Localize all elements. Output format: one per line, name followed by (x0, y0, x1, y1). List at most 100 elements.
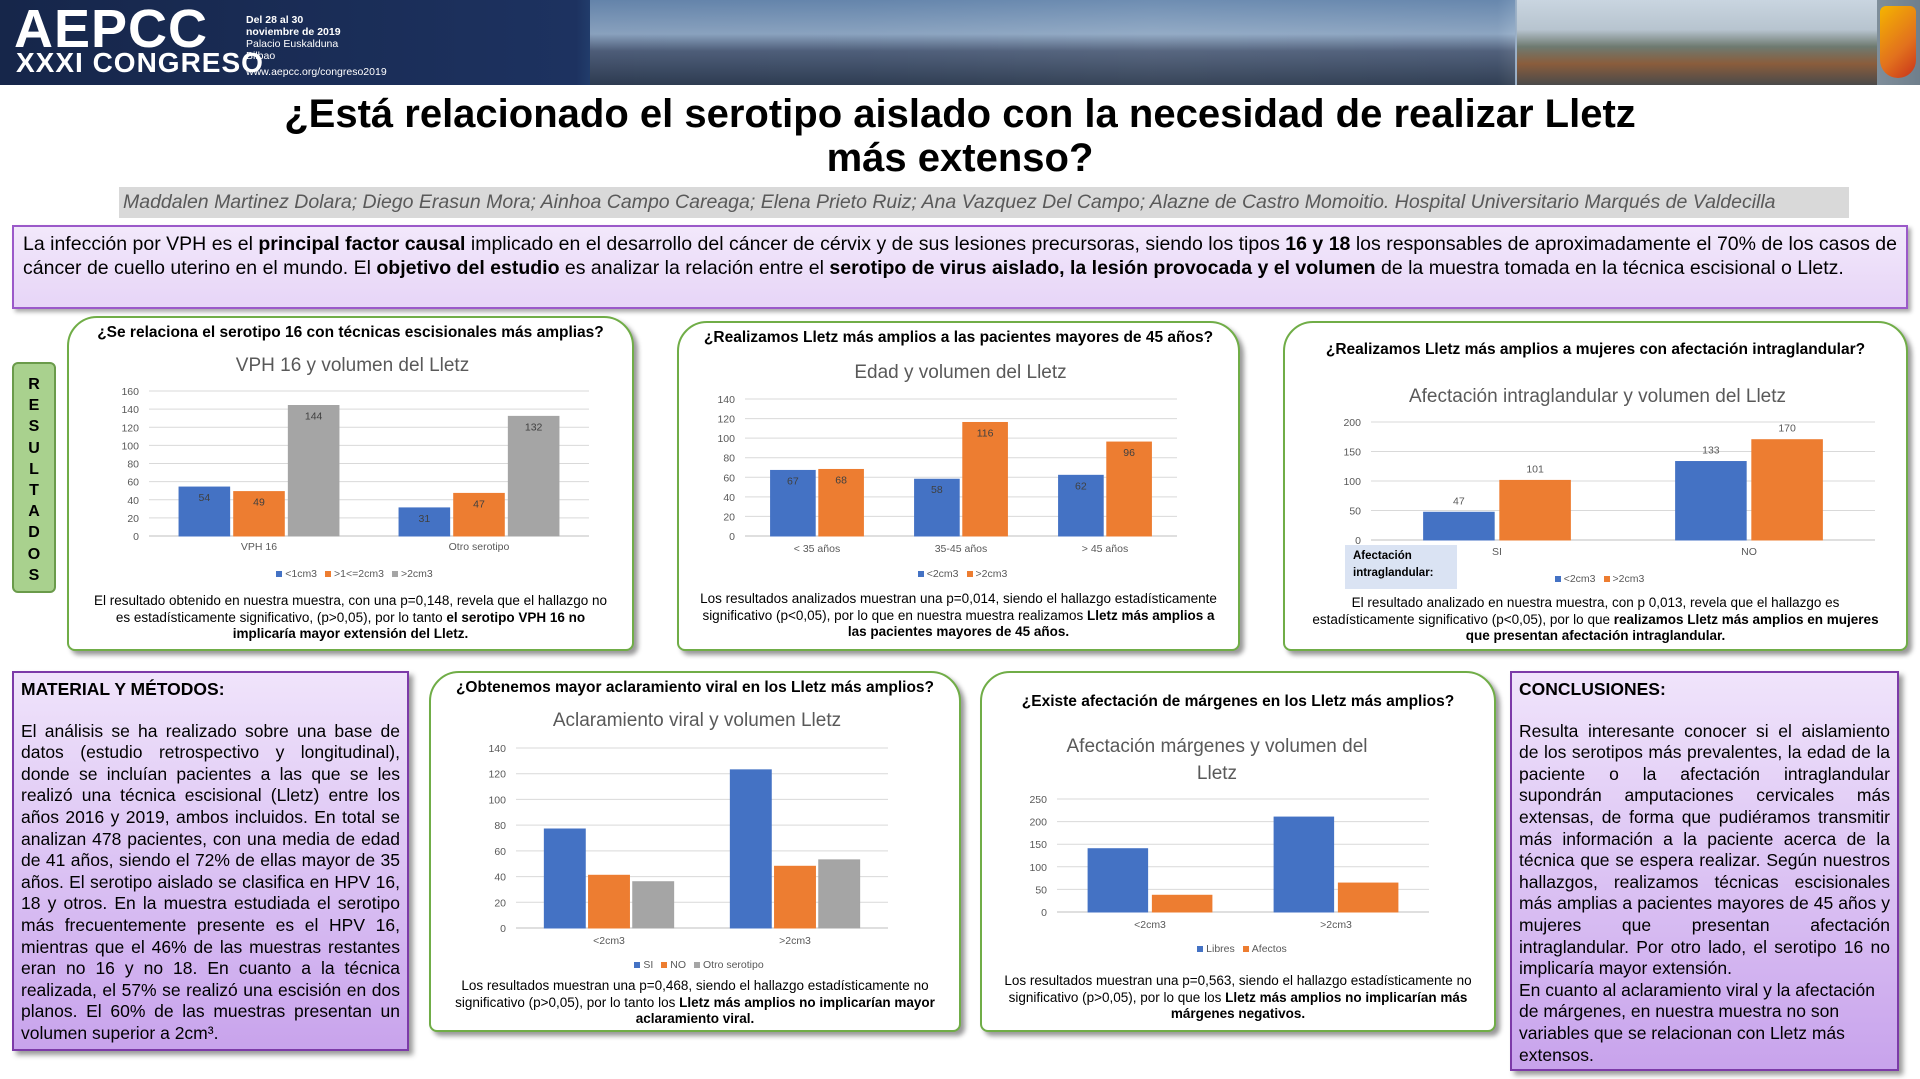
legend-swatch (1554, 576, 1561, 582)
bar (1423, 511, 1495, 541)
text-run: La infección por VPH es el (23, 233, 259, 255)
text-run: de la muestra tomada en la técnica escis… (1375, 257, 1844, 279)
y-tick-label: 100 (1343, 476, 1361, 488)
conclusions-box: CONCLUSIONES: Resulta interesante conoce… (1510, 671, 1899, 1071)
bar (543, 828, 586, 929)
congress-dates: Del 28 al 30 (246, 14, 304, 26)
data-label: 31 (419, 513, 431, 525)
bar (632, 881, 675, 929)
data-label: 67 (787, 475, 799, 487)
y-tick-label: 80 (494, 820, 506, 832)
x-tick-label: <2cm3 (593, 935, 625, 947)
chart: 0 20 40 60 80 100 120 140 < 35 años 67 68 35-45 año… (717, 394, 1177, 555)
bar (1087, 848, 1149, 913)
legend-label: >2cm3 (975, 568, 1008, 580)
y-tick-label: 20 (723, 511, 735, 523)
bar (398, 507, 451, 537)
y-tick-label: 200 (1029, 817, 1047, 829)
chart-panel: ¿Realizamos Lletz más amplios a las paci… (677, 321, 1240, 651)
chart-question: ¿Realizamos Lletz más amplios a las paci… (703, 329, 1214, 346)
results-label: RESULTADOS (27, 376, 41, 584)
congress-city: Bilbao (246, 50, 276, 62)
bold-text: principal factor causal (258, 233, 466, 255)
legend-swatch (1197, 946, 1204, 952)
legend-swatch (917, 571, 924, 577)
legend-label: Afectos (1251, 943, 1287, 955)
bar (1337, 882, 1399, 913)
congress-edition: XXXI CONGRESO (16, 47, 264, 78)
y-tick-label: 140 (717, 394, 735, 406)
data-label: 47 (473, 498, 485, 510)
legend-label: <1cm3 (285, 568, 318, 580)
y-tick-label: 160 (121, 386, 139, 398)
chart-panel: ¿Obtenemos mayor aclaramiento viral en l… (429, 671, 961, 1032)
y-tick-label: 0 (729, 531, 735, 543)
y-tick-label: 140 (488, 743, 506, 755)
legend-swatch (966, 571, 973, 577)
bold-text: serotipo de virus aislado, la lesión pro… (829, 257, 1376, 279)
chart-finding: Los resultados muestran una p=0,468, sie… (451, 978, 939, 1028)
y-tick-label: 80 (723, 453, 735, 465)
bar (453, 492, 505, 537)
congress-venue: Palacio Euskalduna (246, 38, 339, 50)
chart-finding: El resultado obtenido en nuestra muestra… (89, 593, 612, 643)
data-label: 96 (1123, 447, 1135, 459)
legend-label: NO (670, 959, 686, 971)
data-label: 62 (1075, 480, 1087, 492)
text-run: es analizar la relación entre el (559, 257, 830, 279)
legend-swatch (325, 571, 332, 577)
authors: Maddalen Martinez Dolara; Diego Erasun M… (119, 187, 1849, 218)
y-tick-label: 60 (723, 472, 735, 484)
y-tick-label: 60 (494, 846, 506, 858)
bar (770, 469, 816, 537)
text-run: Los resultados muestran una p=0,468, sie… (455, 978, 929, 1010)
x-tick-label: Otro serotipo (449, 541, 510, 553)
y-tick-label: 20 (494, 897, 506, 909)
text-run: Los resultados muestran una p=0,563, sie… (1004, 973, 1472, 1005)
chart-annotation: Afectación intraglandular: (1345, 545, 1457, 589)
conclusions-text: En cuanto al aclaramiento viral y la afe… (1519, 979, 1876, 1065)
data-label: 116 (977, 427, 994, 439)
y-tick-label: 150 (1029, 839, 1047, 851)
text-run: implicado en el desarrollo del cáncer de… (465, 233, 1286, 255)
bold-text: Lletz más amplios no implicarían más már… (1170, 989, 1468, 1022)
bold-text: Lletz más amplios a las pacientes mayore… (847, 607, 1215, 640)
y-tick-label: 100 (121, 440, 139, 452)
bar (1273, 816, 1335, 913)
data-label: 47 (1453, 495, 1465, 507)
chart: 0 20 40 60 80 100 120 140 <2cm3 >2cm3 (488, 743, 888, 947)
data-label: 144 (305, 411, 323, 423)
chart-title: Afectación márgenes y volumen del Lletz (1066, 736, 1368, 784)
chart-finding: El resultado analizado en nuestra muestr… (1305, 595, 1886, 645)
legend-swatch (634, 962, 641, 968)
x-tick-label: > 45 años (1082, 543, 1128, 555)
bar (914, 478, 960, 537)
legend-swatch (693, 962, 700, 968)
bar (588, 874, 630, 929)
header-photo (590, 0, 1515, 85)
header-banner: AEPCC XXXI CONGRESO Del 28 al 30 noviemb… (0, 0, 1920, 85)
bar (287, 405, 340, 537)
bar (1058, 474, 1104, 537)
chart-question: ¿Se relaciona el serotipo 16 con técnica… (97, 324, 604, 341)
y-tick-label: 40 (723, 492, 735, 504)
data-label: 58 (931, 484, 943, 496)
y-tick-label: 40 (127, 495, 139, 507)
bar (507, 415, 560, 537)
header-photo (1517, 0, 1877, 85)
bar (1499, 479, 1571, 541)
y-tick-label: 20 (127, 513, 139, 525)
y-tick-label: 140 (121, 404, 139, 416)
congress-logo: AEPCC (14, 0, 209, 59)
header-emblem (1880, 6, 1916, 78)
legend-swatch (1242, 946, 1249, 952)
bar (178, 486, 231, 537)
chart: 0 20 40 60 80 100 120 140 160 VPH 16 54 49 144 Otro s… (121, 386, 589, 553)
legend-label: >2cm3 (1612, 573, 1645, 585)
y-tick-label: 120 (717, 414, 735, 426)
y-tick-label: 50 (1349, 506, 1361, 518)
data-label: 54 (199, 492, 211, 504)
text-run: El resultado analizado en nuestra muestr… (1312, 595, 1840, 627)
congress-url: www.aepcc.org/congreso2019 (246, 66, 387, 78)
x-tick-label: >2cm3 (779, 935, 811, 947)
